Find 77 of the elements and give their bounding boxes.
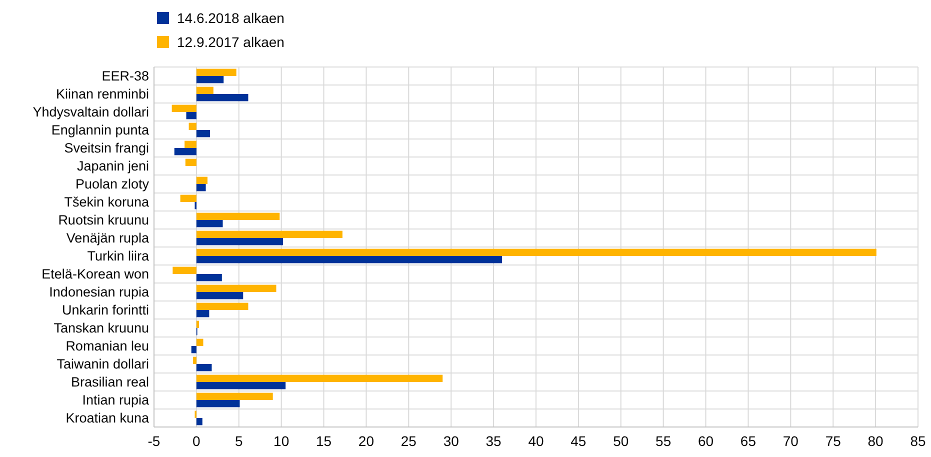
bar xyxy=(184,140,196,148)
bar xyxy=(196,292,244,300)
bar xyxy=(196,184,206,192)
bar xyxy=(196,392,273,400)
bar xyxy=(196,94,248,102)
x-tick-label: 85 xyxy=(910,433,926,449)
y-tick-label: Sveitsin frangi xyxy=(64,140,149,156)
bar xyxy=(191,346,196,354)
x-tick-label: 35 xyxy=(486,433,502,449)
y-tick-label: Kroatian kuna xyxy=(66,410,150,426)
x-tick-label: 65 xyxy=(740,433,756,449)
legend-label: 14.6.2018 alkaen xyxy=(177,10,284,26)
bar xyxy=(196,176,208,184)
x-tick-label: -5 xyxy=(148,433,160,449)
x-tick-label: 5 xyxy=(234,433,243,449)
bar xyxy=(196,310,210,318)
bar xyxy=(172,104,196,112)
bar xyxy=(196,274,222,282)
y-tick-label: Brasilian real xyxy=(70,374,149,390)
x-tick-label: 25 xyxy=(400,433,417,449)
bar xyxy=(196,382,286,390)
y-tick-label: Puolan zloty xyxy=(75,176,150,192)
x-tick-label: 55 xyxy=(656,433,672,449)
y-tick-label: Unkarin forintti xyxy=(62,302,149,318)
y-tick-label: Tanskan kruunu xyxy=(54,320,149,336)
y-tick-label: Intian rupia xyxy=(82,392,150,408)
x-tick-label: 80 xyxy=(868,433,884,449)
bar xyxy=(174,148,196,156)
bar xyxy=(193,356,196,364)
y-tick-label: Yhdysvaltain dollari xyxy=(32,104,149,120)
bar xyxy=(196,374,443,382)
bar xyxy=(188,122,196,130)
y-tick-label: Romanian leu xyxy=(66,338,149,354)
bar xyxy=(196,302,248,310)
bar xyxy=(196,212,280,220)
bar xyxy=(196,230,342,238)
x-tick-label: 10 xyxy=(274,433,290,449)
bar xyxy=(196,418,202,426)
x-tick-label: 45 xyxy=(570,433,586,449)
bar xyxy=(186,112,196,120)
y-tick-label: Turkin liira xyxy=(87,248,150,264)
x-tick-label: 50 xyxy=(613,433,629,449)
y-tick-label: Venäjän rupla xyxy=(66,230,150,246)
y-tick-label: Taiwanin dollari xyxy=(56,356,149,372)
x-tick-label: 0 xyxy=(192,433,201,449)
x-tick-label: 30 xyxy=(443,433,460,449)
x-tick-label: 75 xyxy=(825,433,842,449)
legend-label: 12.9.2017 alkaen xyxy=(177,34,284,50)
x-tick-label: 40 xyxy=(528,433,544,449)
bar xyxy=(196,256,502,264)
bar xyxy=(180,194,196,202)
bar xyxy=(196,248,876,256)
bar xyxy=(196,400,240,408)
x-tick-label: 15 xyxy=(316,433,332,449)
x-tick-label: 70 xyxy=(782,433,799,449)
y-tick-label: Ruotsin kruunu xyxy=(58,212,149,228)
y-tick-label: EER-38 xyxy=(102,68,149,84)
bar xyxy=(196,364,212,372)
x-tick-label: 20 xyxy=(358,433,374,449)
bar xyxy=(196,86,214,94)
bar xyxy=(196,238,284,246)
bar xyxy=(196,76,224,84)
y-tick-label: Kiinan renminbi xyxy=(56,86,149,102)
bar xyxy=(196,284,276,292)
bar xyxy=(196,338,204,346)
bar xyxy=(185,158,196,166)
y-tick-label: Japanin jeni xyxy=(76,158,149,174)
bar xyxy=(196,130,210,138)
y-tick-label: Indonesian rupia xyxy=(49,284,150,300)
bar xyxy=(172,266,196,274)
y-tick-label: Englannin punta xyxy=(51,122,150,138)
x-tick-label: 60 xyxy=(698,433,714,449)
bar xyxy=(196,320,199,328)
y-tick-label: Etelä-Korean won xyxy=(42,266,149,282)
bar xyxy=(196,220,223,228)
y-tick-label: Tšekin koruna xyxy=(64,194,150,210)
bar xyxy=(196,68,236,76)
